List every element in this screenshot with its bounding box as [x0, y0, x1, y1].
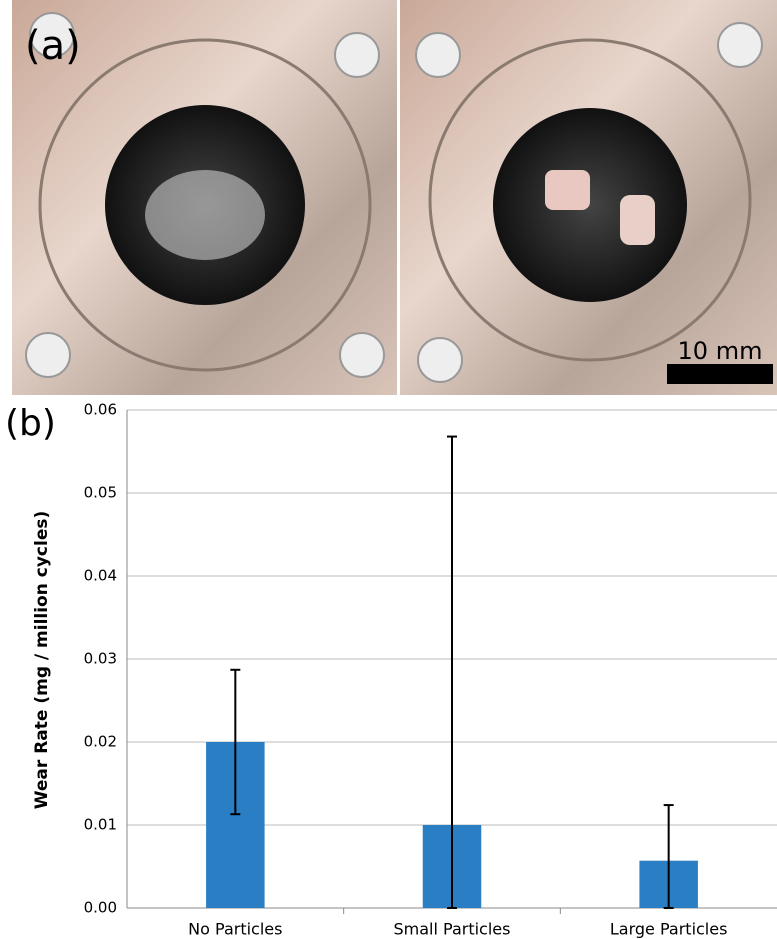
scale-bar	[667, 364, 773, 384]
y-tick-label: 0.00	[84, 899, 117, 917]
hole	[335, 33, 379, 77]
photo: (a) 10 mm	[12, 0, 777, 395]
hole	[416, 33, 460, 77]
x-tick-label: Small Particles	[394, 920, 511, 939]
panel-label: (b)	[5, 403, 56, 444]
particle	[545, 170, 590, 210]
hole	[26, 333, 70, 377]
particle	[620, 195, 655, 245]
y-axis-label: Wear Rate (mg / million cycles)	[32, 511, 52, 810]
y-tick-label: 0.01	[84, 816, 117, 834]
x-tick-label: No Particles	[188, 920, 282, 939]
figure: (a) 10 mm (b) Wear Rate (mg / million cy…	[0, 0, 777, 939]
y-tick-label: 0.02	[84, 733, 117, 751]
page: (a) 10 mm (b) Wear Rate (mg / million cy…	[0, 0, 777, 939]
y-tick-label: 0.03	[84, 650, 117, 668]
y-tick-label: 0.05	[84, 484, 117, 502]
hole	[418, 338, 462, 382]
y-tick-label: 0.06	[84, 401, 117, 419]
hole	[718, 23, 762, 67]
x-tick-label: Large Particles	[610, 920, 728, 939]
well	[493, 108, 687, 302]
scale-bar-label: 10 mm	[678, 337, 763, 365]
hole	[340, 333, 384, 377]
panel-label: (a)	[25, 23, 81, 69]
particles	[145, 170, 265, 260]
y-tick-label: 0.04	[84, 567, 117, 585]
